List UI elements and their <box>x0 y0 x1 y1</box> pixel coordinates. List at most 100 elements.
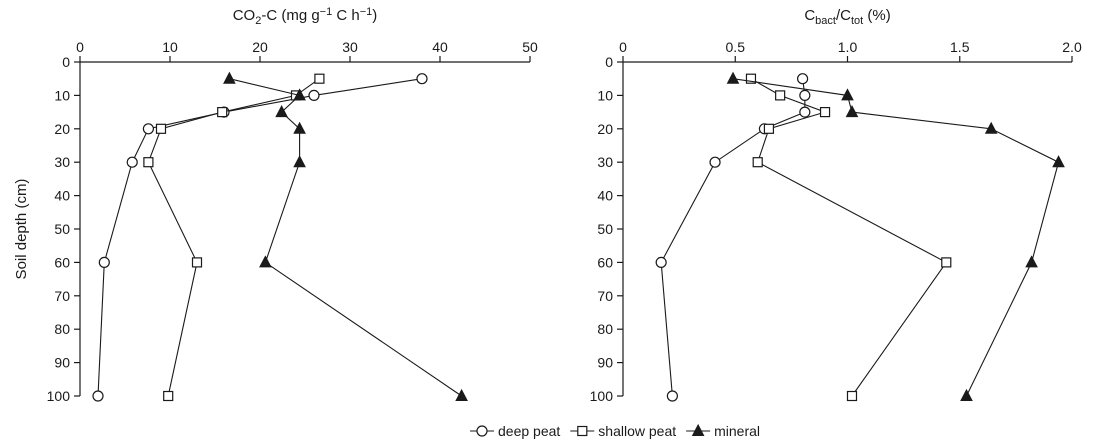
data-point-deep-peat <box>126 156 138 168</box>
y-tick-label: 40 <box>54 188 70 204</box>
data-point-mineral <box>223 71 236 84</box>
series-line-shallow-peat <box>750 78 948 397</box>
data-point-deep-peat <box>666 390 678 402</box>
series-shallow-peat <box>143 73 325 402</box>
y-tick-label: 0 <box>605 54 613 70</box>
title-text: /C <box>836 7 851 24</box>
data-point-shallow-peat <box>163 390 174 402</box>
data-point-deep-peat <box>98 256 110 268</box>
x-tick-label: 50 <box>522 39 538 55</box>
x-tick-label: 0.5 <box>726 39 746 55</box>
y-tick-label: 0 <box>62 54 70 70</box>
chart-panel-left: 0 10 20 30 40 50 0 10 20 30 40 50 60 70 80 90 100 <box>47 39 538 404</box>
title-subscript: 2 <box>255 15 261 27</box>
data-point-deep-peat <box>142 123 154 135</box>
title-text: ) <box>372 7 377 24</box>
x-tick-label: 40 <box>432 39 448 55</box>
series-mineral <box>726 71 1065 401</box>
data-point-mineral <box>293 121 306 134</box>
y-tick-label: 90 <box>54 355 70 371</box>
y-tick-label: 30 <box>597 154 613 170</box>
series-line-deep-peat <box>660 78 806 397</box>
data-point-shallow-peat <box>191 257 203 268</box>
data-point-mineral <box>841 88 854 101</box>
y-tick-label: 100 <box>47 388 71 404</box>
series-mineral <box>223 71 468 401</box>
y-tick-label: 70 <box>54 288 70 304</box>
data-point-mineral <box>984 121 998 134</box>
legend-marker-mineral <box>691 423 705 436</box>
y-axis-title: Soil depth (cm) <box>13 179 30 280</box>
legend-marker-deep-peat <box>476 425 488 437</box>
legend-label: mineral <box>714 423 760 439</box>
y-tick-label: 80 <box>54 321 70 337</box>
x-tick-label: 0 <box>76 39 84 55</box>
data-point-shallow-peat <box>819 106 831 118</box>
y-tick-label: 20 <box>597 121 613 137</box>
series-line-mineral <box>732 78 1060 397</box>
title-text: -C (mg g <box>261 7 319 24</box>
data-point-deep-peat <box>655 256 667 268</box>
title-text: CO <box>233 7 256 24</box>
data-point-shallow-peat <box>846 390 858 402</box>
data-point-shallow-peat <box>143 157 154 168</box>
x-tick-label: 20 <box>252 39 268 55</box>
data-point-shallow-peat <box>314 73 325 84</box>
legend-marker-shallow-peat <box>577 425 588 437</box>
title-superscript: −1 <box>360 6 373 18</box>
legend-item-shallow-peat: shallow peat <box>570 423 676 439</box>
series-shallow-peat <box>745 73 952 402</box>
x-tick-label: 0 <box>619 39 627 55</box>
y-tick-label: 80 <box>597 321 613 337</box>
y-tick-label: 50 <box>597 221 613 237</box>
data-point-mineral <box>845 105 859 118</box>
x-tick-label: 2.0 <box>1062 39 1082 55</box>
y-tick-label: 10 <box>54 87 70 103</box>
legend: deep peat shallow peat mineral <box>470 423 760 439</box>
x-tick-label: 1.0 <box>838 39 858 55</box>
data-point-deep-peat <box>308 89 320 102</box>
legend-label: deep peat <box>498 423 560 439</box>
y-tick-label: 70 <box>597 288 613 304</box>
data-point-deep-peat <box>92 390 104 402</box>
y-tick-label: 10 <box>597 87 613 103</box>
title-superscript: −1 <box>320 6 333 18</box>
data-point-shallow-peat <box>752 157 763 168</box>
y-tick-label: 60 <box>597 254 613 270</box>
legend-item-deep-peat: deep peat <box>470 423 560 439</box>
data-point-mineral <box>726 71 740 84</box>
data-point-deep-peat <box>709 156 721 168</box>
title-text: C h <box>332 7 360 24</box>
data-point-shallow-peat <box>745 73 757 84</box>
legend-label: shallow peat <box>598 423 676 439</box>
data-point-shallow-peat <box>217 106 228 118</box>
y-tick-label: 90 <box>597 355 613 371</box>
data-point-mineral <box>293 88 306 101</box>
data-point-mineral <box>259 255 272 268</box>
x-tick-label: 1.5 <box>950 39 970 55</box>
title-text: C <box>804 7 815 24</box>
series-deep-peat <box>92 73 428 402</box>
x-tick-label: 10 <box>162 39 178 55</box>
series-deep-peat <box>655 73 811 402</box>
data-point-shallow-peat <box>941 257 952 268</box>
data-point-shallow-peat <box>763 123 775 134</box>
title-subscript: tot <box>851 15 863 27</box>
data-point-deep-peat <box>416 73 428 85</box>
x-axis-title-left: CO2-C (mg g−1 C h−1) <box>233 6 378 27</box>
series-line-mineral <box>229 78 462 397</box>
y-tick-label: 40 <box>597 188 613 204</box>
data-point-deep-peat <box>796 73 809 85</box>
data-point-mineral <box>275 105 288 118</box>
x-axis-title-right: Cbact/Ctot (%) <box>804 7 890 27</box>
y-tick-label: 50 <box>54 221 70 237</box>
y-tick-label: 100 <box>590 388 614 404</box>
title-subscript: bact <box>815 15 836 27</box>
y-tick-label: 30 <box>54 154 70 170</box>
x-tick-label: 30 <box>342 39 358 55</box>
y-tick-label: 20 <box>54 121 70 137</box>
y-tick-label: 60 <box>54 254 70 270</box>
data-point-mineral <box>960 388 973 401</box>
series-line-shallow-peat <box>147 78 320 397</box>
